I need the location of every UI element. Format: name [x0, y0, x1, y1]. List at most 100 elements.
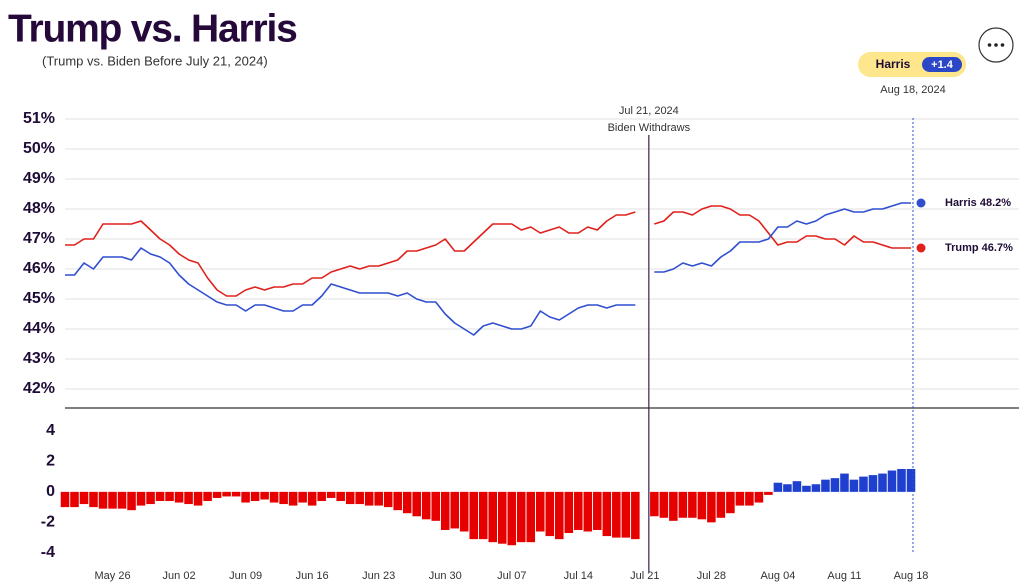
- margin-bar: [355, 491, 364, 505]
- margin-bar: [783, 484, 792, 492]
- margin-bar: [716, 491, 726, 518]
- margin-bar: [260, 491, 269, 500]
- margin-bar: [165, 491, 174, 502]
- margin-bar: [288, 491, 298, 506]
- y-tick-label: 43%: [23, 350, 55, 367]
- menu-dot: [987, 43, 992, 47]
- margin-bar: [811, 484, 821, 492]
- margin-bar: [60, 491, 70, 508]
- as-of-label: Aug 18, 2024: [880, 84, 945, 96]
- series-line: [65, 202, 911, 336]
- margin-bar: [231, 491, 241, 497]
- margin-bar: [707, 491, 716, 523]
- margin-bar: [431, 491, 440, 521]
- margin-bar: [146, 491, 155, 505]
- margin-bar: [250, 491, 260, 502]
- margin-bar: [89, 491, 98, 508]
- margin-bar: [383, 491, 393, 508]
- margin-bar: [193, 491, 203, 506]
- margin-bar: [279, 491, 288, 505]
- margin-bar: [621, 491, 631, 538]
- margin-bar: [336, 491, 345, 502]
- margin-bar: [317, 491, 326, 502]
- badge-lead: [922, 57, 962, 72]
- margin-bar: [593, 491, 602, 530]
- margin-bar: [906, 468, 916, 492]
- margin-bar: [688, 491, 697, 518]
- annotation-date: Jul 21, 2024: [619, 105, 679, 117]
- margin-bar: [364, 491, 374, 506]
- y-tick-label: 47%: [23, 230, 55, 247]
- margin-bar: [555, 491, 564, 540]
- margin-bar: [393, 491, 402, 511]
- x-tick-label: May 26: [94, 570, 130, 582]
- margin-bar: [241, 491, 250, 503]
- margin-bar: [897, 468, 906, 492]
- margin-bar: [659, 491, 669, 518]
- y-tick-label: 4: [46, 422, 55, 439]
- x-tick-label: Jun 16: [296, 570, 329, 582]
- x-tick-label: Jul 14: [564, 570, 593, 582]
- x-tick-label: Aug 18: [894, 570, 929, 582]
- margin-bar: [612, 491, 621, 538]
- y-tick-label: 44%: [23, 320, 55, 337]
- margin-bar: [526, 491, 536, 543]
- margin-bar: [583, 491, 593, 532]
- margin-bar: [650, 491, 659, 517]
- margin-bar: [421, 491, 431, 520]
- y-tick-label: 48%: [23, 200, 55, 217]
- y-tick-label: 42%: [23, 380, 55, 397]
- x-tick-label: Jul 07: [497, 570, 526, 582]
- margin-bar: [802, 485, 811, 492]
- menu-dot: [1000, 43, 1005, 47]
- y-tick-label: -2: [41, 514, 55, 531]
- x-tick-label: Jun 02: [163, 570, 196, 582]
- margin-bar: [868, 475, 878, 492]
- x-tick-label: Aug 04: [760, 570, 795, 582]
- margin-bar: [488, 491, 498, 543]
- margin-bar: [792, 481, 802, 492]
- chart-subtitle: (Trump vs. Biden Before July 21, 2024): [42, 53, 268, 68]
- end-label: Trump 46.7%: [945, 242, 1013, 254]
- x-tick-label: Jul 21: [630, 570, 659, 582]
- y-tick-label: 46%: [23, 260, 55, 277]
- x-tick-label: Aug 11: [827, 570, 861, 582]
- margin-bar: [450, 491, 460, 529]
- margin-bar: [697, 491, 707, 520]
- margin-bar: [269, 491, 279, 503]
- margin-bar: [821, 479, 830, 492]
- margin-bar: [155, 491, 165, 502]
- y-tick-label: 50%: [23, 140, 55, 157]
- y-tick-label: 49%: [23, 170, 55, 187]
- y-tick-label: -4: [41, 544, 55, 561]
- y-tick-label: 0: [46, 483, 55, 500]
- margin-bar: [79, 491, 89, 505]
- y-tick-label: 51%: [23, 110, 55, 127]
- margin-bar: [726, 491, 735, 514]
- x-tick-label: Jun 30: [429, 570, 462, 582]
- margin-bar: [507, 491, 517, 546]
- margin-bar: [887, 470, 897, 492]
- margin-bar: [764, 491, 773, 495]
- margin-bar: [402, 491, 412, 514]
- margin-bar: [478, 491, 488, 540]
- margin-bar: [773, 482, 783, 492]
- margin-bar: [298, 491, 307, 503]
- margin-bar: [184, 491, 193, 505]
- margin-bar: [497, 491, 507, 544]
- margin-bar: [212, 491, 222, 498]
- margin-bar: [70, 491, 79, 508]
- margin-bar: [564, 491, 574, 534]
- chart-title: Trump vs. Harris: [8, 7, 297, 50]
- margin-bar: [574, 491, 583, 530]
- margin-bar: [174, 491, 184, 503]
- menu-button[interactable]: [978, 27, 1014, 63]
- y-tick-label: 2: [46, 453, 55, 470]
- margin-bar: [203, 491, 212, 502]
- margin-bar: [326, 491, 336, 498]
- margin-bar: [545, 491, 555, 537]
- margin-bar: [136, 491, 146, 506]
- margin-bar: [536, 491, 545, 532]
- margin-bar: [830, 478, 840, 492]
